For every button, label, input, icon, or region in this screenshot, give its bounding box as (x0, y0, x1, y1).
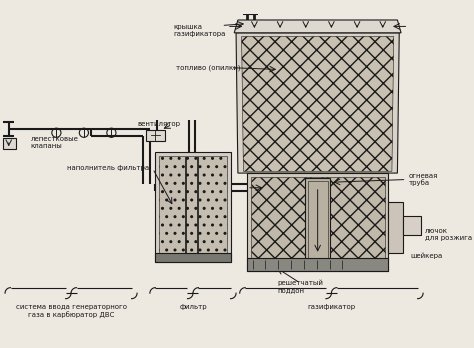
Text: вентилятор: вентилятор (137, 121, 180, 127)
Text: наполнитель фильтра: наполнитель фильтра (67, 166, 149, 172)
Bar (305, 178, 330, 262)
Text: фильтр: фильтр (179, 304, 207, 310)
Polygon shape (242, 37, 394, 171)
Text: огневая
труба: огневая труба (409, 173, 438, 187)
Text: шейкера: шейкера (410, 252, 443, 259)
Bar (155, 152, 230, 262)
Bar (3, 138, 16, 149)
Bar (388, 203, 403, 253)
Text: система ввода генераторного
газа в карбюратор ДВС: система ввода генераторного газа в карбю… (16, 304, 127, 318)
Polygon shape (236, 33, 399, 173)
Bar (403, 216, 421, 235)
Text: газификатор: газификатор (307, 304, 356, 310)
Bar (247, 258, 388, 271)
Text: лепестковые
клапаны: лепестковые клапаны (31, 136, 79, 149)
Text: крышка
газификатора: крышка газификатора (174, 24, 226, 37)
Text: решетчатый
поддон: решетчатый поддон (277, 279, 323, 293)
Bar (251, 177, 384, 268)
Bar (155, 253, 230, 262)
Bar (146, 130, 164, 141)
Bar (308, 181, 328, 258)
Text: топливо (опилки): топливо (опилки) (175, 64, 240, 71)
Bar (247, 173, 388, 271)
Polygon shape (234, 20, 401, 33)
Bar (159, 156, 227, 258)
Text: лючок
для розжига: лючок для розжига (425, 228, 472, 241)
